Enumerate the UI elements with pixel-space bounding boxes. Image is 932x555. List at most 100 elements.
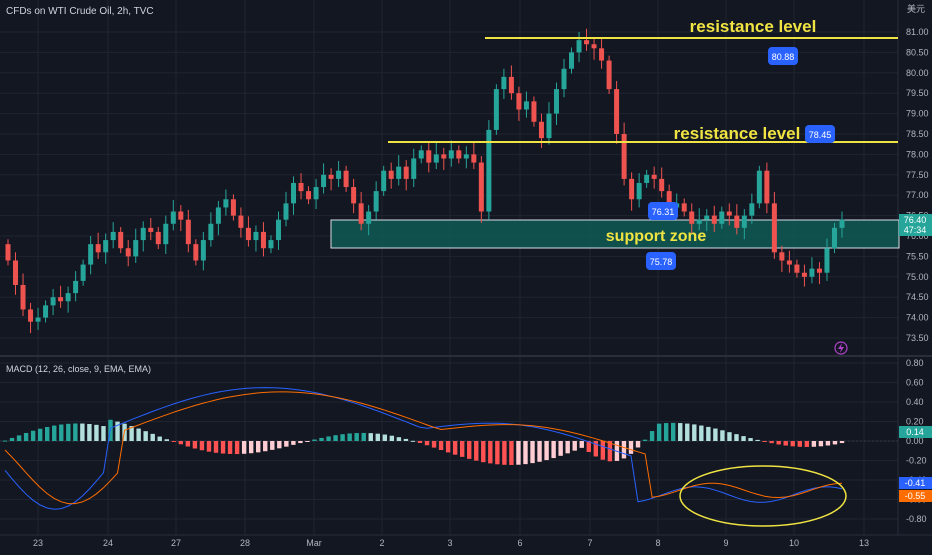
macd-hist-bar	[319, 437, 324, 441]
macd-hist-bar	[80, 423, 85, 441]
macd-title[interactable]: MACD (12, 26, close, 9, EMA, EMA)	[6, 364, 151, 374]
symbol-title[interactable]: CFDs on WTI Crude Oil, 2h, TVC	[6, 6, 154, 17]
candle-body	[486, 129, 492, 212]
macd-tick-label: 0.00	[906, 436, 924, 446]
macd-hist-bar	[607, 441, 613, 462]
candle-body	[493, 89, 499, 130]
macd-hist-bar	[748, 438, 753, 441]
candle-body	[809, 268, 815, 277]
time-tick-label: 28	[240, 538, 250, 548]
macd-hist-bar	[474, 441, 479, 461]
candle-body	[839, 219, 845, 228]
price-tick-label: 75.00	[906, 272, 929, 282]
candle-body	[118, 231, 124, 249]
candle-body	[65, 293, 71, 302]
svg-text:-0.41: -0.41	[905, 478, 926, 488]
support-zone-label[interactable]: support zone	[606, 228, 707, 245]
candle-body	[35, 317, 41, 322]
macd-hist-bar	[424, 441, 430, 446]
signal-line	[4, 391, 843, 505]
svg-text:78.45: 78.45	[809, 130, 832, 140]
candle-body	[223, 199, 229, 208]
candle-body	[20, 284, 26, 310]
candle-body	[306, 191, 312, 200]
candle-body	[523, 101, 529, 110]
macd-hist-bar	[762, 441, 767, 442]
resistance-mid-badge[interactable]: 78.45	[805, 125, 835, 143]
macd-hist-bar	[804, 441, 810, 447]
macd-hist-bar	[37, 428, 43, 441]
price-tick-label: 78.00	[906, 149, 929, 159]
candle-body	[478, 162, 484, 212]
macd-hist-bar	[509, 441, 514, 465]
support-top-badge[interactable]: 76.31	[648, 202, 678, 220]
macd-tick-label: 0.40	[906, 397, 924, 407]
price-tick-label: 73.50	[906, 333, 929, 343]
macd-hist-bar	[52, 425, 57, 441]
resistance-mid-label[interactable]: resistance level	[674, 124, 801, 143]
macd-hist-bar	[579, 441, 584, 448]
current-price: 76.40	[904, 215, 927, 225]
svg-text:0.14: 0.14	[906, 427, 924, 437]
macd-hist-bar	[467, 441, 472, 459]
macd-hist-bar	[2, 440, 8, 442]
candle-body	[215, 207, 221, 224]
time-axis[interactable]: 23 24 27 28 Mar 2 3 6 7 8 9 10 13	[33, 538, 869, 548]
support-bottom-badge[interactable]: 75.78	[646, 252, 676, 270]
time-tick-label: 2	[379, 538, 384, 548]
candle-body	[433, 154, 439, 163]
resistance-top-badge[interactable]: 80.88	[768, 47, 798, 65]
candle-body	[553, 89, 559, 114]
macd-hist-bar	[656, 423, 662, 441]
macd-hist-bar	[825, 441, 831, 446]
candle-body	[614, 89, 620, 134]
price-tick-label: 79.50	[906, 88, 929, 98]
macd-hist-bar	[565, 441, 570, 454]
macd-hist-bar	[403, 438, 409, 441]
macd-hist-bar	[523, 441, 528, 465]
price-tick-label: 74.50	[906, 292, 929, 302]
macd-highlight-ellipse[interactable]	[679, 465, 847, 527]
macd-hist-bar	[87, 424, 92, 441]
resistance-top-label[interactable]: resistance level	[690, 17, 817, 36]
macd-hist-bar	[445, 441, 451, 453]
macd-tick-label: -0.20	[906, 456, 927, 466]
macd-hist-bar	[284, 441, 289, 447]
candle-body	[546, 113, 552, 139]
macd-hist-bar	[685, 423, 690, 441]
macd-hist-bar	[452, 441, 458, 455]
candle-body	[208, 223, 214, 241]
candle-body	[163, 223, 169, 245]
candle-body	[448, 150, 454, 159]
candle-body	[170, 211, 176, 224]
candle-body	[764, 170, 770, 204]
macd-hist-bar	[544, 441, 549, 461]
macd-hist-bar	[593, 441, 599, 457]
candle-body	[418, 150, 424, 159]
candle-body	[88, 244, 94, 265]
lightning-icon[interactable]	[834, 341, 848, 355]
macd-hist-bar	[481, 441, 486, 463]
macd-hist-bar	[206, 441, 212, 452]
candle-body	[831, 227, 837, 249]
macd-hist-bar	[797, 441, 802, 447]
candle-body	[260, 231, 266, 249]
candle-body	[576, 40, 582, 53]
candle-body	[741, 215, 747, 228]
macd-hist-bar	[241, 441, 247, 454]
candle-body	[621, 134, 627, 179]
macd-hist-bar	[699, 425, 704, 441]
candle-body	[200, 240, 206, 261]
time-tick-label: 6	[517, 538, 522, 548]
macd-hist-bar	[530, 441, 535, 464]
macd-hist-bar	[94, 424, 99, 441]
candle-body	[50, 297, 56, 306]
candle-body	[336, 170, 342, 179]
macd-hist-bar	[368, 433, 373, 441]
macd-hist-bar	[227, 441, 233, 454]
time-tick-label: 7	[587, 538, 592, 548]
candle-body	[178, 211, 184, 220]
macd-tick-label: 0.60	[906, 378, 924, 388]
